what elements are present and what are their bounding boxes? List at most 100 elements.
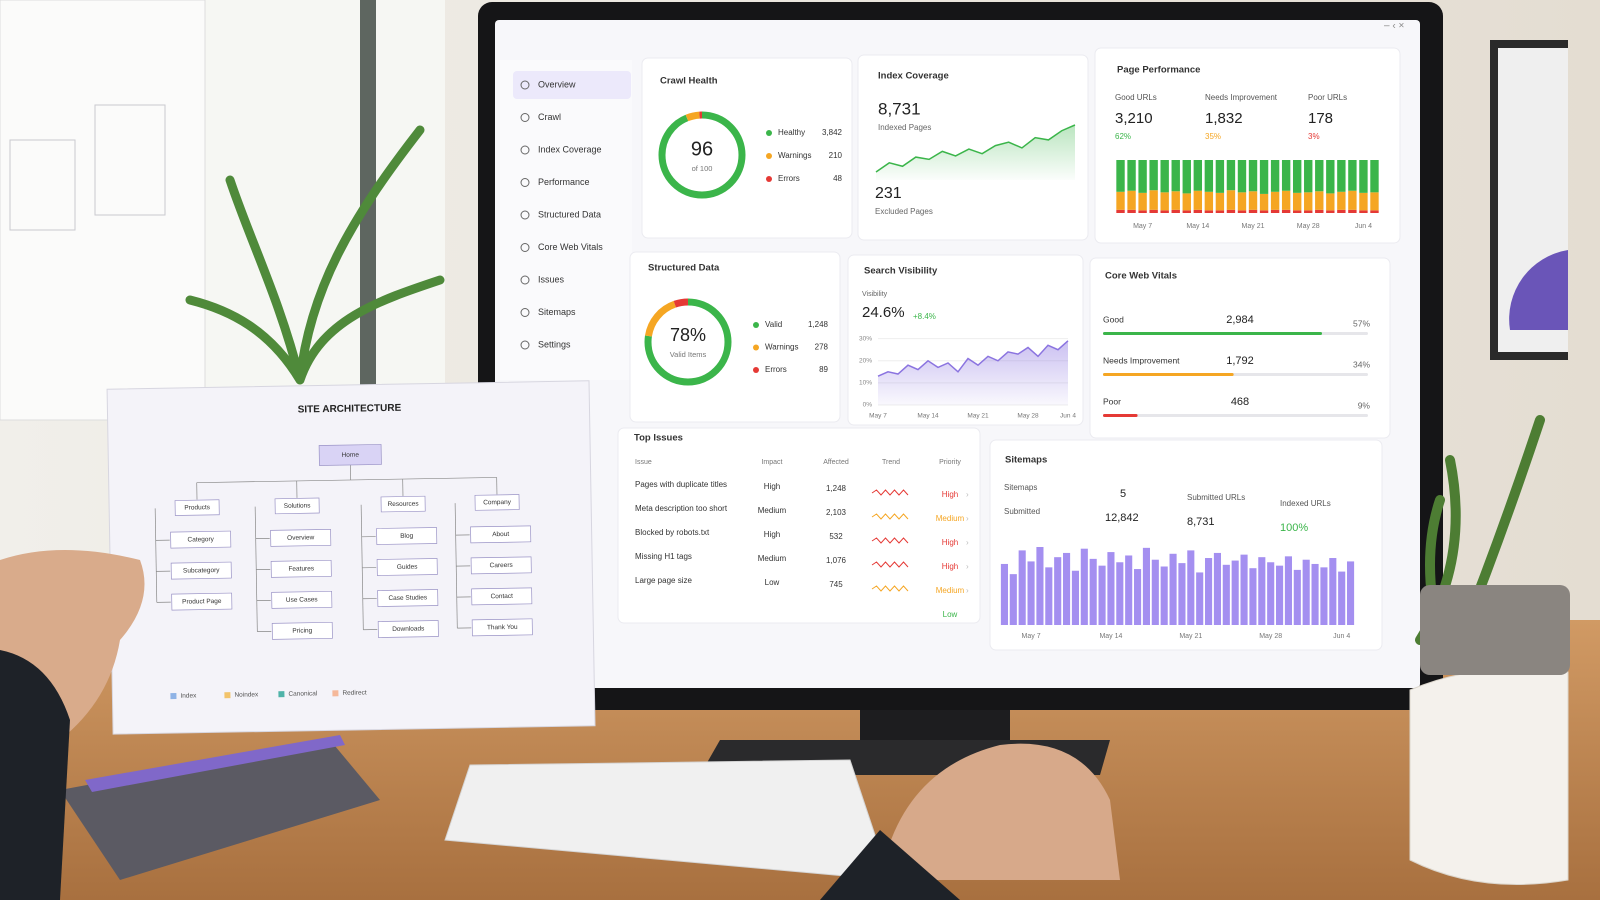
stacked-bar	[1171, 191, 1180, 210]
kpi-caption: Poor URLs	[1308, 93, 1347, 102]
notebook	[60, 740, 380, 880]
card	[617, 427, 981, 624]
stacked-bar	[1359, 160, 1368, 193]
whiteboard-sketch	[9, 139, 76, 231]
kpi-caption: Needs Improvement	[1205, 93, 1278, 102]
stacked-bar	[1149, 160, 1158, 191]
cell-issue: Pages with duplicate titles	[635, 480, 727, 489]
stacked-bar	[1193, 160, 1203, 191]
sidebar-item[interactable]: Sitemaps	[538, 307, 576, 317]
legend-label: Warnings	[765, 343, 799, 352]
bar	[1196, 572, 1204, 625]
node	[376, 527, 438, 545]
stacked-bar	[1215, 210, 1225, 213]
bar	[1205, 558, 1213, 625]
x-tick-label: May 14	[1186, 223, 1209, 230]
node	[376, 558, 438, 576]
stacked-bar	[1348, 190, 1357, 210]
stacked-bar	[1138, 160, 1147, 193]
stacked-bar	[1337, 160, 1346, 192]
node	[471, 587, 533, 606]
kpi-caption: Indexed Pages	[878, 123, 931, 132]
legend-dot	[753, 344, 759, 351]
legend-label: Noindex	[234, 691, 259, 698]
column-header: Issue	[635, 459, 652, 466]
sidebar-item[interactable]: Structured Data	[538, 209, 601, 219]
stacked-bar	[1315, 191, 1324, 210]
stacked-bar	[1292, 210, 1302, 213]
legend-value: 89	[819, 365, 828, 374]
sidebar-item[interactable]: Issues	[538, 274, 565, 284]
mug	[1409, 668, 1569, 885]
ring-segment	[658, 111, 746, 199]
bar	[1267, 562, 1275, 625]
score: 78%	[670, 325, 706, 345]
node	[318, 444, 382, 466]
legend-swatch	[332, 690, 339, 697]
kpi-value: 178	[1308, 110, 1333, 127]
stat-label: Submitted URLs	[1187, 493, 1245, 502]
score: 96	[691, 138, 713, 160]
bar	[1000, 563, 1008, 625]
bar	[1249, 568, 1257, 625]
x-tick-label: Jun 4	[1355, 223, 1372, 230]
sidebar-icon	[520, 340, 530, 350]
card	[989, 439, 1383, 651]
card-title: Index Coverage	[878, 71, 949, 82]
stacked-bar	[1259, 193, 1269, 211]
legend-value: 3,842	[822, 128, 843, 137]
sidebar-item[interactable]: Crawl	[538, 112, 561, 122]
node	[270, 528, 332, 547]
kpi-caption: Good URLs	[1115, 93, 1157, 102]
connector	[454, 503, 458, 629]
sidebar-item[interactable]: Core Web Vitals	[538, 242, 603, 252]
bar	[1009, 574, 1017, 625]
plant-pot	[1420, 585, 1570, 675]
card-title: Top Issues	[634, 433, 683, 444]
row-share: 34%	[1353, 359, 1370, 369]
node	[170, 561, 232, 580]
stacked-bar	[1171, 209, 1180, 213]
node	[174, 499, 220, 516]
sidebar-item[interactable]: Overview	[538, 79, 576, 89]
bar	[1293, 569, 1301, 625]
sidebar-active	[513, 71, 631, 99]
kpi-value: 231	[875, 185, 902, 202]
cell-priority: Medium	[936, 586, 965, 595]
stacked-bar	[1226, 209, 1236, 213]
row-chevron: ›	[966, 586, 969, 595]
score-caption: Valid Items	[670, 350, 707, 359]
stacked-bar	[1204, 210, 1214, 213]
bar	[1329, 558, 1337, 625]
legend-swatch	[170, 693, 177, 700]
card	[629, 251, 841, 423]
stacked-bar	[1248, 191, 1258, 210]
legend-label: Index	[180, 692, 197, 699]
bar	[1169, 553, 1177, 625]
row-value: 1,792	[1226, 355, 1254, 367]
cell-priority: High	[942, 490, 958, 499]
sidebar-item[interactable]: Index Coverage	[538, 144, 602, 154]
stacked-bar	[1259, 160, 1269, 194]
legend-dot	[753, 322, 759, 328]
node-label: About	[492, 531, 509, 538]
row-label: Needs Improvement	[1103, 355, 1180, 365]
node-label: Downloads	[392, 625, 425, 633]
row-chevron: ›	[966, 490, 969, 499]
row-chevron: ›	[966, 514, 969, 523]
legend-dot	[766, 153, 772, 159]
window-controls: – ‹ ×	[1384, 21, 1404, 32]
column-header: Trend	[882, 459, 900, 466]
stacked-bar	[1370, 210, 1379, 213]
sidebar-item[interactable]: Performance	[538, 177, 590, 187]
stacked-bar	[1237, 192, 1247, 211]
legend-value: 278	[815, 343, 829, 352]
sidebar-item[interactable]: Settings	[538, 339, 571, 349]
stacked-bar	[1315, 160, 1324, 192]
track	[1103, 414, 1368, 417]
node-label: Solutions	[284, 502, 312, 509]
stacked-bar	[1226, 160, 1236, 191]
stacked-bar	[1348, 160, 1357, 191]
legend-value: 210	[829, 151, 843, 160]
x-tick-label: May 21	[1179, 633, 1202, 640]
